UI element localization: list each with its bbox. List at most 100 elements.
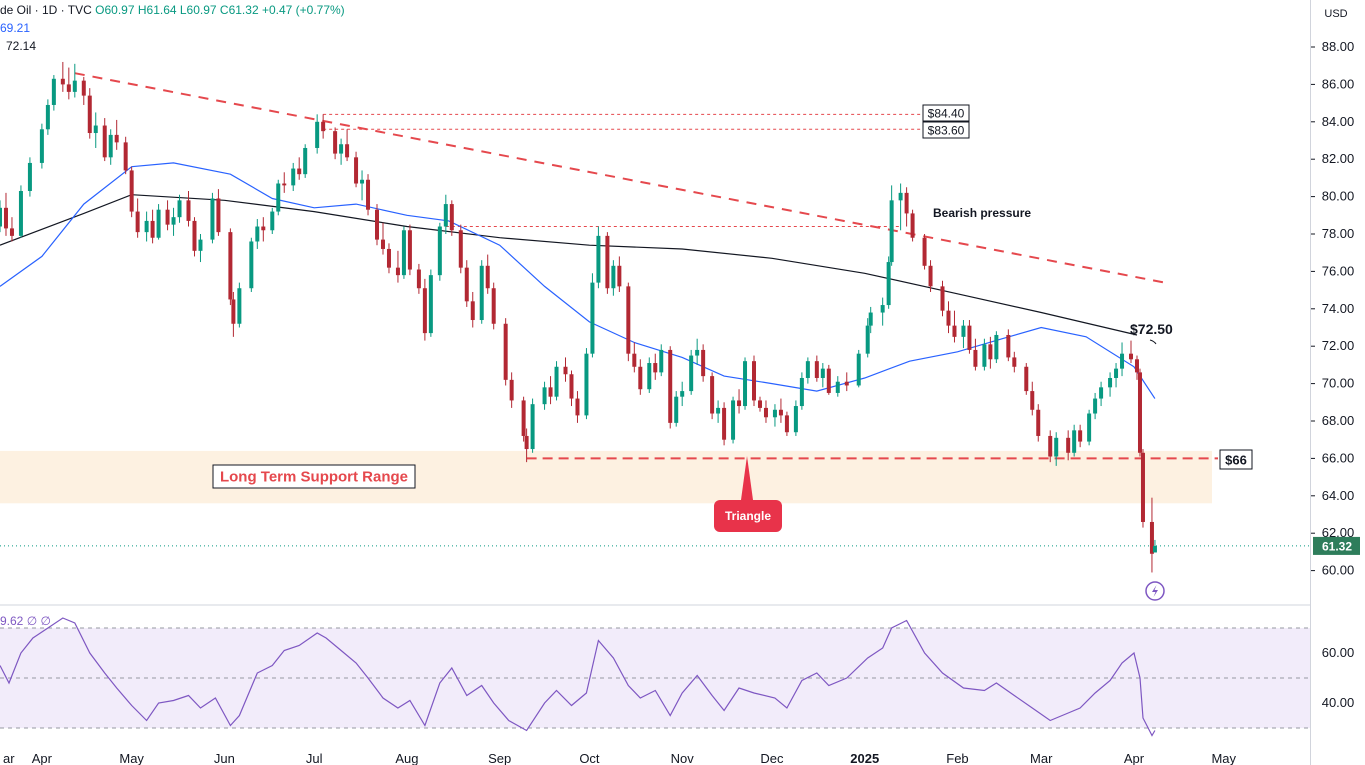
candle-body-146 — [1072, 430, 1077, 453]
ma-fast-legend[interactable]: 69.21 — [0, 21, 31, 35]
candle-135 — [982, 338, 987, 371]
candle-88 — [638, 359, 643, 395]
candle-body-41 — [297, 168, 302, 175]
candle-49 — [360, 170, 365, 201]
candle-body-104 — [752, 361, 757, 401]
candle-1 — [3, 192, 8, 236]
candle-18 — [129, 166, 134, 218]
candle-67 — [485, 254, 490, 294]
candle-131 — [952, 310, 957, 343]
candle-71 — [521, 396, 526, 442]
candle-body-115 — [826, 368, 831, 393]
candle-12 — [87, 88, 92, 139]
candle-130 — [946, 301, 951, 334]
candle-51 — [375, 204, 380, 246]
candle-83 — [605, 232, 610, 294]
price-tick-label-6: 76.00 — [1322, 263, 1355, 278]
candle-body-69 — [503, 323, 508, 380]
bearish-trendline — [74, 72, 1166, 284]
candle-body-83 — [605, 235, 610, 289]
candle-body-47 — [345, 144, 350, 158]
candle-body-81 — [590, 282, 595, 354]
candle-66 — [479, 260, 484, 324]
currency-label[interactable]: USD — [1324, 8, 1347, 20]
candle-114 — [820, 363, 825, 388]
time-label-11: Feb — [946, 751, 968, 765]
candle-10 — [72, 63, 77, 98]
candle-body-118 — [856, 353, 861, 386]
candle-19 — [135, 198, 140, 238]
candle-84 — [611, 260, 616, 296]
candle-41 — [297, 157, 302, 180]
candle-116 — [835, 376, 840, 397]
candle-60 — [437, 222, 442, 281]
candle-16 — [114, 119, 119, 150]
candle-body-100 — [722, 407, 727, 440]
candle-body-32 — [231, 299, 236, 324]
candle-body-64 — [464, 267, 469, 302]
candle-142 — [1036, 404, 1041, 442]
candle-body-75 — [548, 387, 553, 397]
symbol-label[interactable]: de Oil · 1D · TVC — [0, 3, 92, 17]
candle-105 — [757, 396, 762, 412]
candle-body-55 — [401, 230, 406, 276]
candle-113 — [814, 355, 819, 382]
candle-body-147 — [1078, 430, 1083, 442]
candle-body-156 — [1137, 372, 1142, 453]
candle-body-31 — [228, 232, 233, 300]
candle-55 — [401, 226, 406, 279]
candle-body-126 — [910, 213, 915, 238]
candle-69 — [503, 318, 508, 386]
candle-body-158 — [1149, 521, 1154, 554]
candle-body-70 — [509, 379, 514, 401]
candle-37 — [270, 207, 275, 234]
candle-23 — [165, 200, 170, 231]
candle-body-39 — [282, 183, 287, 186]
lightning-icon[interactable] — [1145, 581, 1165, 601]
candle-body-27 — [192, 220, 197, 251]
price-tick-label-9: 70.00 — [1322, 376, 1355, 391]
candle-115 — [826, 364, 831, 395]
candle-7 — [51, 75, 56, 111]
candle-31 — [228, 228, 233, 306]
candle-body-5 — [39, 129, 44, 163]
candle-body-117 — [844, 381, 849, 386]
chart-legend-main[interactable]: de Oil · 1D · TVC O60.97 H61.64 L60.97 C… — [0, 3, 345, 17]
price-scale[interactable] — [1311, 0, 1365, 765]
price-tick-label-3: 82.00 — [1322, 151, 1355, 166]
candle-body-3 — [18, 190, 23, 236]
main-pane-background[interactable] — [0, 0, 1310, 604]
candle-30 — [216, 189, 221, 236]
time-label-9: Dec — [760, 751, 784, 765]
candle-body-144 — [1054, 437, 1059, 457]
candle-body-19 — [135, 211, 140, 233]
candle-body-18 — [129, 170, 134, 212]
candle-99 — [716, 400, 721, 423]
candle-body-141 — [1030, 391, 1035, 410]
candle-139 — [1012, 351, 1017, 373]
candle-36 — [261, 217, 266, 242]
support-range-band — [0, 450, 1212, 504]
candle-98 — [710, 372, 715, 420]
candle-body-45 — [333, 131, 338, 154]
candle-112 — [805, 357, 810, 384]
candle-body-40 — [291, 168, 296, 186]
support-range-label: Long Term Support Range — [212, 464, 416, 489]
candle-body-124 — [898, 192, 903, 201]
candle-0 — [0, 200, 2, 233]
candle-43 — [315, 114, 320, 154]
candle-body-88 — [638, 366, 643, 390]
candle-125 — [904, 187, 909, 227]
candle-94 — [680, 381, 685, 407]
candle-body-29 — [210, 198, 215, 240]
candle-body-121 — [880, 305, 885, 313]
candle-body-50 — [366, 179, 371, 210]
candle-body-128 — [928, 265, 933, 287]
rsi-legend[interactable]: 9.62 ∅ ∅ — [0, 614, 51, 628]
candle-57 — [416, 263, 421, 294]
candle-body-132 — [961, 325, 966, 337]
candle-141 — [1030, 381, 1035, 416]
candle-body-11 — [81, 80, 86, 96]
ma-slow-legend[interactable]: 72.14 — [6, 39, 37, 53]
